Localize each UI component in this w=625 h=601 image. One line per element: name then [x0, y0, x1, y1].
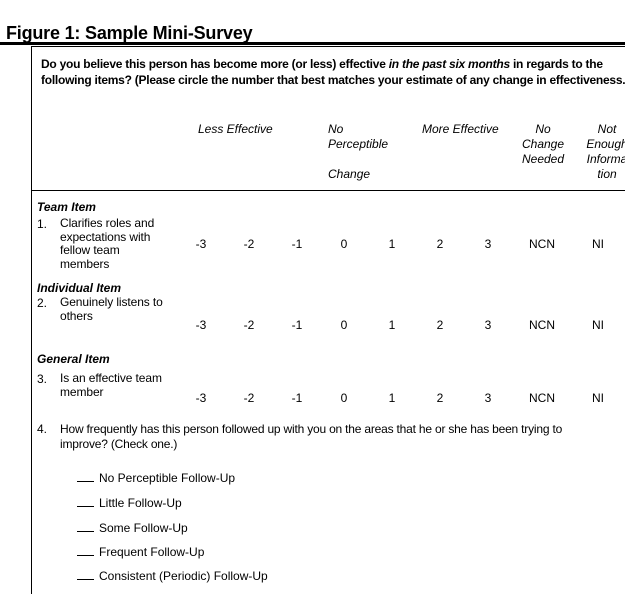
item3-scale-minus1: -1 [291, 391, 303, 405]
item2-scale-1: 1 [388, 318, 396, 332]
section-heading-individual-item: Individual Item [37, 281, 122, 295]
no-perceptible-line3: Change [328, 167, 371, 181]
option-little-follow-up: Little Follow-Up [77, 495, 182, 510]
item3-scale-3: 3 [484, 391, 492, 405]
option-consistent-follow-up: Consistent (Periodic) Follow-Up [77, 568, 268, 583]
no-change-line1: No [535, 122, 551, 136]
item3-text: Is an effective team member [60, 371, 162, 399]
title-underline-rule [0, 42, 625, 45]
item3-scale-minus2: -2 [243, 391, 255, 405]
item4-text: How frequently has this person followed … [60, 422, 563, 451]
item2-scale-minus2: -2 [243, 318, 255, 332]
item1-scale-2: 2 [436, 237, 444, 251]
section-heading-team-item: Team Item [37, 200, 96, 214]
survey-instructions: Do you believe this person has become mo… [41, 56, 625, 88]
column-header-more-effective: More Effective [422, 122, 499, 136]
item1-scale-minus3: -3 [195, 237, 207, 251]
item2-text: Genuinely listens to others [60, 295, 163, 323]
item4-number: 4. [37, 422, 48, 436]
instructions-suffix: in regards to the following items? (Plea… [41, 57, 625, 87]
option-label: No Perceptible Follow-Up [99, 471, 236, 485]
item3-scale-ni: NI [592, 391, 604, 405]
no-perceptible-line2: Perceptible [328, 137, 389, 151]
option-frequent-follow-up: Frequent Follow-Up [77, 544, 204, 559]
item1-scale-ncn: NCN [529, 237, 555, 251]
option-label: Consistent (Periodic) Follow-Up [99, 569, 268, 583]
survey-box-border [31, 46, 625, 594]
option-label: Some Follow-Up [99, 521, 188, 535]
item2-scale-3: 3 [484, 318, 492, 332]
column-header-no-perceptible-change: No Perceptible Change [328, 122, 388, 182]
item3-number: 3. [37, 372, 48, 386]
not-enough-line4: tion [597, 167, 617, 181]
item1-scale-minus1: -1 [291, 237, 303, 251]
checkbox-blank-line [77, 495, 94, 507]
not-enough-line1: Not [597, 122, 617, 136]
item3-scale-minus3: -3 [195, 391, 207, 405]
item2-scale-ni: NI [592, 318, 604, 332]
item2-scale-ncn: NCN [529, 318, 555, 332]
item3-scale-row: -3 -2 -1 0 1 2 3 NCN NI [0, 391, 625, 405]
not-enough-line3: Informa [586, 152, 625, 166]
option-label: Frequent Follow-Up [99, 545, 205, 559]
item1-scale-minus2: -2 [243, 237, 255, 251]
item2-scale-minus3: -3 [195, 318, 207, 332]
checkbox-blank-line [77, 544, 94, 556]
item1-text: Clarifies roles and expectations with fe… [60, 216, 155, 271]
item3-scale-ncn: NCN [529, 391, 555, 405]
instructions-prefix: Do you believe this person has become mo… [41, 57, 389, 71]
item2-scale-minus1: -1 [291, 318, 303, 332]
option-label: Little Follow-Up [99, 496, 182, 510]
checkbox-blank-line [77, 470, 94, 482]
figure-title: Figure 1: Sample Mini-Survey [6, 23, 253, 43]
checkbox-blank-line [77, 568, 94, 580]
item1-scale-3: 3 [484, 237, 492, 251]
instructions-emphasis: in the past six months [388, 57, 510, 71]
item3-scale-0: 0 [340, 391, 348, 405]
section-heading-general-item: General Item [37, 352, 110, 366]
item2-scale-0: 0 [340, 318, 348, 332]
item3-scale-2: 2 [436, 391, 444, 405]
item2-scale-row: -3 -2 -1 0 1 2 3 NCN NI [0, 318, 625, 332]
item3-scale-1: 1 [388, 391, 396, 405]
item2-scale-2: 2 [436, 318, 444, 332]
checkbox-blank-line [77, 520, 94, 532]
item1-scale-ni: NI [592, 237, 604, 251]
option-some-follow-up: Some Follow-Up [77, 520, 188, 535]
item1-scale-row: -3 -2 -1 0 1 2 3 NCN NI [0, 237, 625, 251]
item1-scale-1: 1 [388, 237, 396, 251]
not-enough-line2: Enough [586, 137, 625, 151]
item1-scale-0: 0 [340, 237, 348, 251]
option-no-perceptible-follow-up: No Perceptible Follow-Up [77, 470, 235, 485]
item1-number: 1. [37, 217, 48, 231]
header-separator-line [31, 190, 625, 191]
no-change-line2: Change [521, 137, 565, 151]
column-header-less-effective: Less Effective [198, 122, 273, 136]
column-header-no-change-needed: No Change Needed [522, 122, 564, 167]
no-perceptible-line1: No [328, 122, 344, 136]
no-change-line3: Needed [521, 152, 565, 166]
column-header-not-enough-information: Not Enough Informa tion [586, 122, 625, 182]
item2-number: 2. [37, 296, 48, 310]
